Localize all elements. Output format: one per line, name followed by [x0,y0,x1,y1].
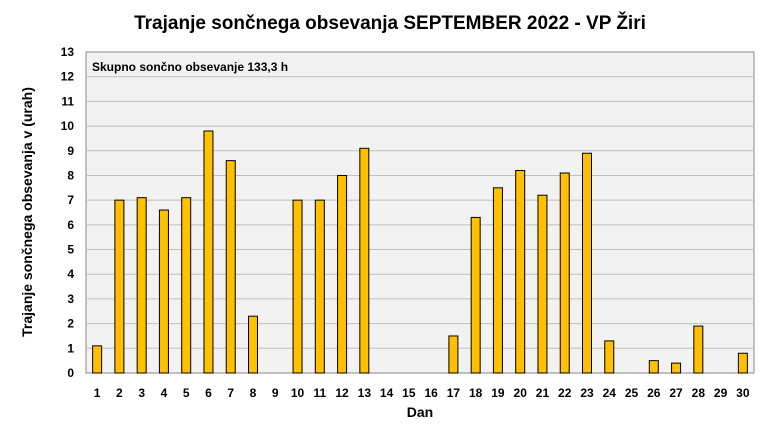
x-tick-label: 15 [402,386,416,400]
x-tick-label: 13 [358,386,372,400]
y-tick-label: 6 [67,218,74,232]
x-tick-label: 30 [736,386,750,400]
bar-day-8 [248,315,258,374]
bar-day-27 [671,362,682,374]
x-tick-label: 17 [447,386,461,400]
x-tick-label: 20 [514,386,528,400]
x-tick-label: 18 [469,386,483,400]
y-tick-label: 13 [61,45,75,59]
y-tick-label: 0 [67,366,74,380]
bar-day-2 [114,199,125,374]
x-tick-label: 19 [491,386,505,400]
x-tick-labels: 1 2 3 4 5 6 7 8 9 10 11 12 13 14 15 16 17 18 19 20 21 22 23 24 2… [94,386,750,400]
x-tick-label: 11 [313,386,326,400]
y-tick-label: 9 [67,144,74,158]
bar-day-23 [582,152,592,374]
x-tick-label: 23 [580,386,594,400]
x-tick-label: 8 [250,386,257,400]
x-tick-label: 28 [692,386,706,400]
x-tick-label: 5 [183,386,190,400]
x-tick-label: 10 [291,386,305,400]
x-axis-label: Dan [407,404,433,420]
y-tick-label: 3 [67,292,74,306]
x-tick-label: 7 [227,386,234,400]
bar-day-17 [448,335,459,374]
bar-day-21 [537,194,548,374]
x-tick-label: 1 [94,386,101,400]
x-tick-label: 22 [558,386,572,400]
y-tick-label: 4 [67,267,74,281]
bar-day-28 [693,325,704,374]
y-tick-label: 8 [67,168,74,182]
bar-day-4 [158,209,169,374]
bar-day-24 [604,340,615,374]
bar-day-7 [225,160,236,374]
bar-day-6 [203,130,214,374]
x-tick-label: 27 [669,386,683,400]
bar-day-11 [314,199,325,374]
bar-day-5 [181,197,192,374]
x-tick-label: 12 [335,386,349,400]
x-tick-label: 21 [536,386,550,400]
x-tick-label: 26 [647,386,661,400]
y-axis-label: Trajanje sončnega obsevanja v (urah) [19,87,35,337]
bar-day-10 [292,199,303,374]
y-tick-label: 1 [67,341,74,355]
bar-day-20 [515,170,526,374]
y-tick-label: 2 [67,317,74,331]
y-tick-label: 12 [61,70,75,84]
bars [92,130,748,374]
annotation-total: Skupno sončno obsevanje 133,3 h [92,60,288,74]
x-tick-label: 24 [603,386,617,400]
bar-day-19 [492,187,503,374]
chart-title: Trajanje sončnega obsevanja SEPTEMBER 20… [134,12,646,34]
y-tick-label: 7 [67,193,74,207]
y-tick-label: 10 [61,119,75,133]
x-tick-label: 9 [272,386,279,400]
x-tick-label: 4 [161,386,168,400]
bar-day-26 [648,360,659,374]
bar-day-30 [737,352,748,374]
bar-day-3 [136,197,147,374]
bar-day-18 [470,216,481,374]
plot-area [85,51,755,374]
bar-day-13 [359,147,370,374]
bar-day-22 [559,172,570,374]
bar-day-12 [337,174,348,374]
y-tick-label: 11 [61,94,74,108]
y-tick-label: 5 [67,243,74,257]
x-tick-label: 29 [714,386,728,400]
x-tick-label: 14 [380,386,394,400]
bar-day-1 [92,345,103,374]
x-tick-label: 2 [116,386,123,400]
grid-lines [86,76,754,349]
x-tick-label: 16 [424,386,438,400]
x-tick-label: 25 [625,386,639,400]
x-tick-label: 3 [138,386,145,400]
x-tick-label: 6 [205,386,212,400]
